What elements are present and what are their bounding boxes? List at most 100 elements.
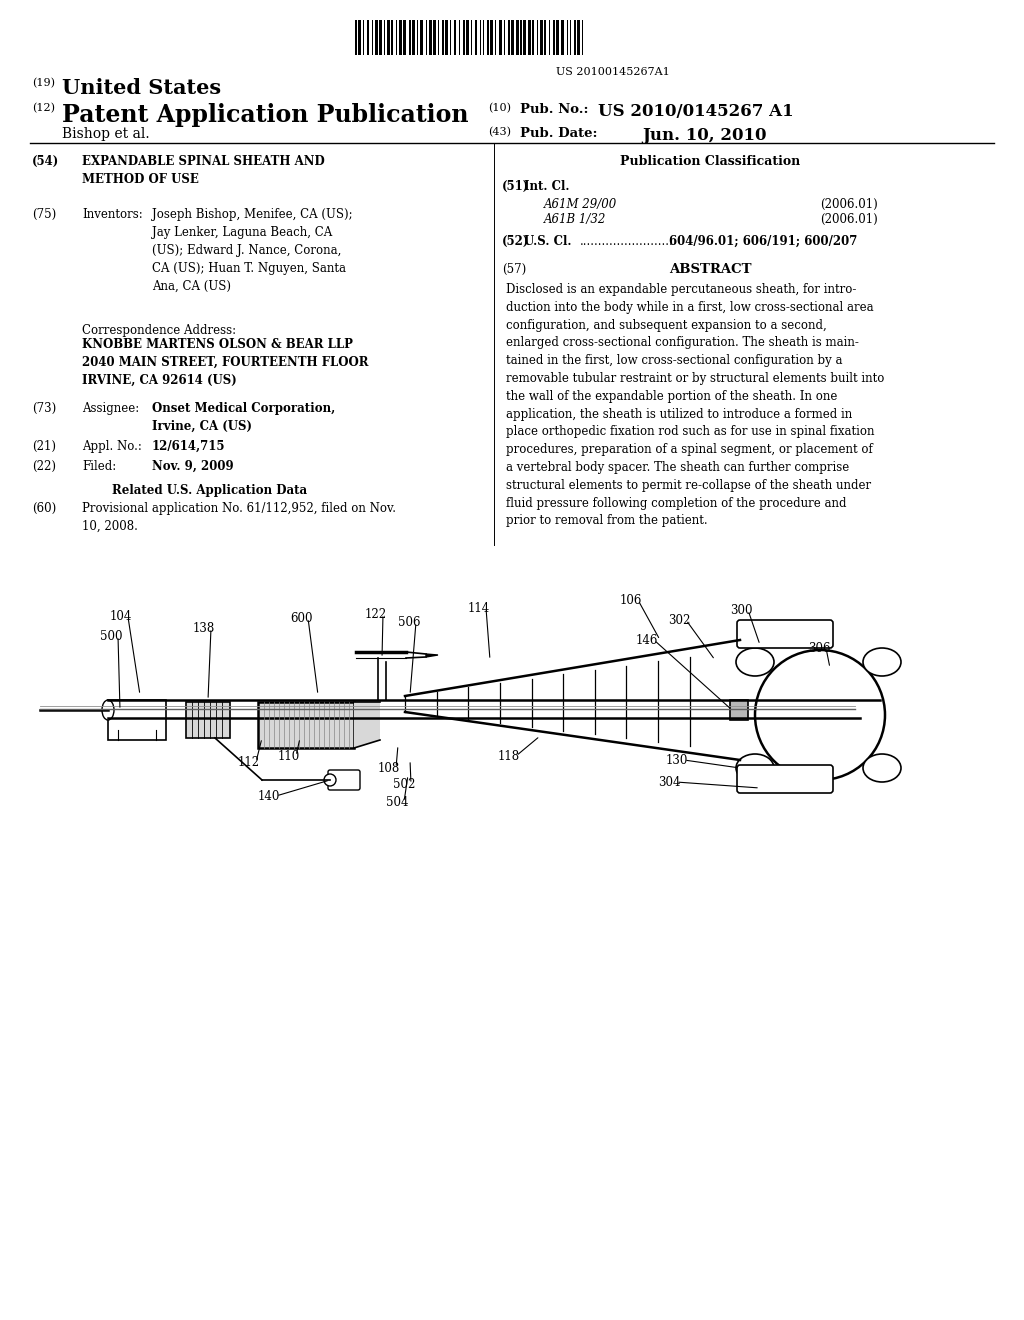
Bar [358,20,361,55]
Text: 140: 140 [258,789,281,803]
Ellipse shape [736,754,774,781]
Bar [511,20,514,55]
Text: 12/614,715: 12/614,715 [152,440,225,453]
FancyBboxPatch shape [737,620,833,648]
Text: 600: 600 [290,611,312,624]
Bar [403,20,406,55]
Bar [433,20,436,55]
Bar [504,20,505,55]
Bar [459,20,460,55]
Text: 108: 108 [378,762,400,775]
Bar [482,20,484,55]
Text: (51): (51) [502,180,529,193]
Bar [454,20,456,55]
Bar [490,20,493,55]
Bar [395,20,397,55]
Text: Correspondence Address:: Correspondence Address: [82,323,237,337]
Text: (57): (57) [502,263,526,276]
Ellipse shape [324,774,336,785]
Text: 146: 146 [636,634,658,647]
Text: 138: 138 [193,622,215,635]
Text: (75): (75) [32,209,56,220]
Text: 130: 130 [666,754,688,767]
Bar [540,20,543,55]
Bar [577,20,580,55]
Bar [544,20,546,55]
Bar [391,20,392,55]
Text: US 20100145267A1: US 20100145267A1 [556,67,670,77]
Bar [398,20,401,55]
Text: Assignee:: Assignee: [82,403,139,414]
Text: (21): (21) [32,440,56,453]
Polygon shape [354,702,380,748]
Bar [515,20,518,55]
Bar [730,700,748,719]
Bar [569,20,571,55]
Bar [487,20,488,55]
Bar [574,20,575,55]
Text: (52): (52) [502,235,529,248]
Bar [560,20,563,55]
Text: Related U.S. Application Data: Related U.S. Application Data [112,484,307,498]
Text: Provisional application No. 61/112,952, filed on Nov.
10, 2008.: Provisional application No. 61/112,952, … [82,502,396,533]
Text: U.S. Cl.: U.S. Cl. [524,235,571,248]
Bar [537,20,538,55]
Text: 300: 300 [730,603,753,616]
Text: (73): (73) [32,403,56,414]
Text: Int. Cl.: Int. Cl. [524,180,569,193]
Text: 114: 114 [468,602,490,615]
Text: 122: 122 [365,607,387,620]
Text: (2006.01): (2006.01) [820,198,878,211]
Text: 506: 506 [398,615,421,628]
Text: Patent Application Publication: Patent Application Publication [62,103,469,127]
Bar [409,20,411,55]
Text: ABSTRACT: ABSTRACT [669,263,752,276]
Text: A61B 1/32: A61B 1/32 [544,213,606,226]
Bar [426,20,427,55]
Bar [445,20,449,55]
Text: (12): (12) [32,103,55,114]
Bar [508,20,510,55]
Bar [520,20,521,55]
Text: (22): (22) [32,459,56,473]
Bar [437,20,439,55]
FancyBboxPatch shape [737,766,833,793]
Bar [379,20,382,55]
Text: 104: 104 [110,610,132,623]
Bar [463,20,465,55]
Bar [258,702,354,748]
Text: Appl. No.:: Appl. No.: [82,440,142,453]
Bar [367,20,369,55]
Text: (60): (60) [32,502,56,515]
Bar [386,20,389,55]
Bar [475,20,476,55]
Text: EXPANDABLE SPINAL SHEATH AND
METHOD OF USE: EXPANDABLE SPINAL SHEATH AND METHOD OF U… [82,154,325,186]
Text: Pub. Date:: Pub. Date: [520,127,597,140]
Bar [556,20,559,55]
Bar [420,20,423,55]
Text: 500: 500 [100,630,123,643]
Text: 118: 118 [498,750,520,763]
Text: Inventors:: Inventors: [82,209,142,220]
Bar [372,20,373,55]
Text: Disclosed is an expandable percutaneous sheath, for intro-
duction into the body: Disclosed is an expandable percutaneous … [506,282,885,528]
Bar [499,20,502,55]
Text: Pub. No.:: Pub. No.: [520,103,589,116]
Ellipse shape [863,648,901,676]
Bar [108,700,166,741]
Bar [186,702,230,738]
Text: Bishop et al.: Bishop et al. [62,127,150,141]
Text: 304: 304 [658,776,681,788]
Text: US 2010/0145267 A1: US 2010/0145267 A1 [598,103,794,120]
Bar [553,20,555,55]
Bar [442,20,443,55]
Text: Onset Medical Corporation,
Irvine, CA (US): Onset Medical Corporation, Irvine, CA (U… [152,403,335,433]
Text: 502: 502 [393,777,416,791]
Text: (19): (19) [32,78,55,88]
Text: Nov. 9, 2009: Nov. 9, 2009 [152,459,233,473]
Text: 306: 306 [808,642,830,655]
Bar [428,20,431,55]
Bar [532,20,534,55]
Bar [566,20,568,55]
Text: Joseph Bishop, Menifee, CA (US);
Jay Lenker, Laguna Beach, CA
(US); Edward J. Na: Joseph Bishop, Menifee, CA (US); Jay Len… [152,209,352,293]
